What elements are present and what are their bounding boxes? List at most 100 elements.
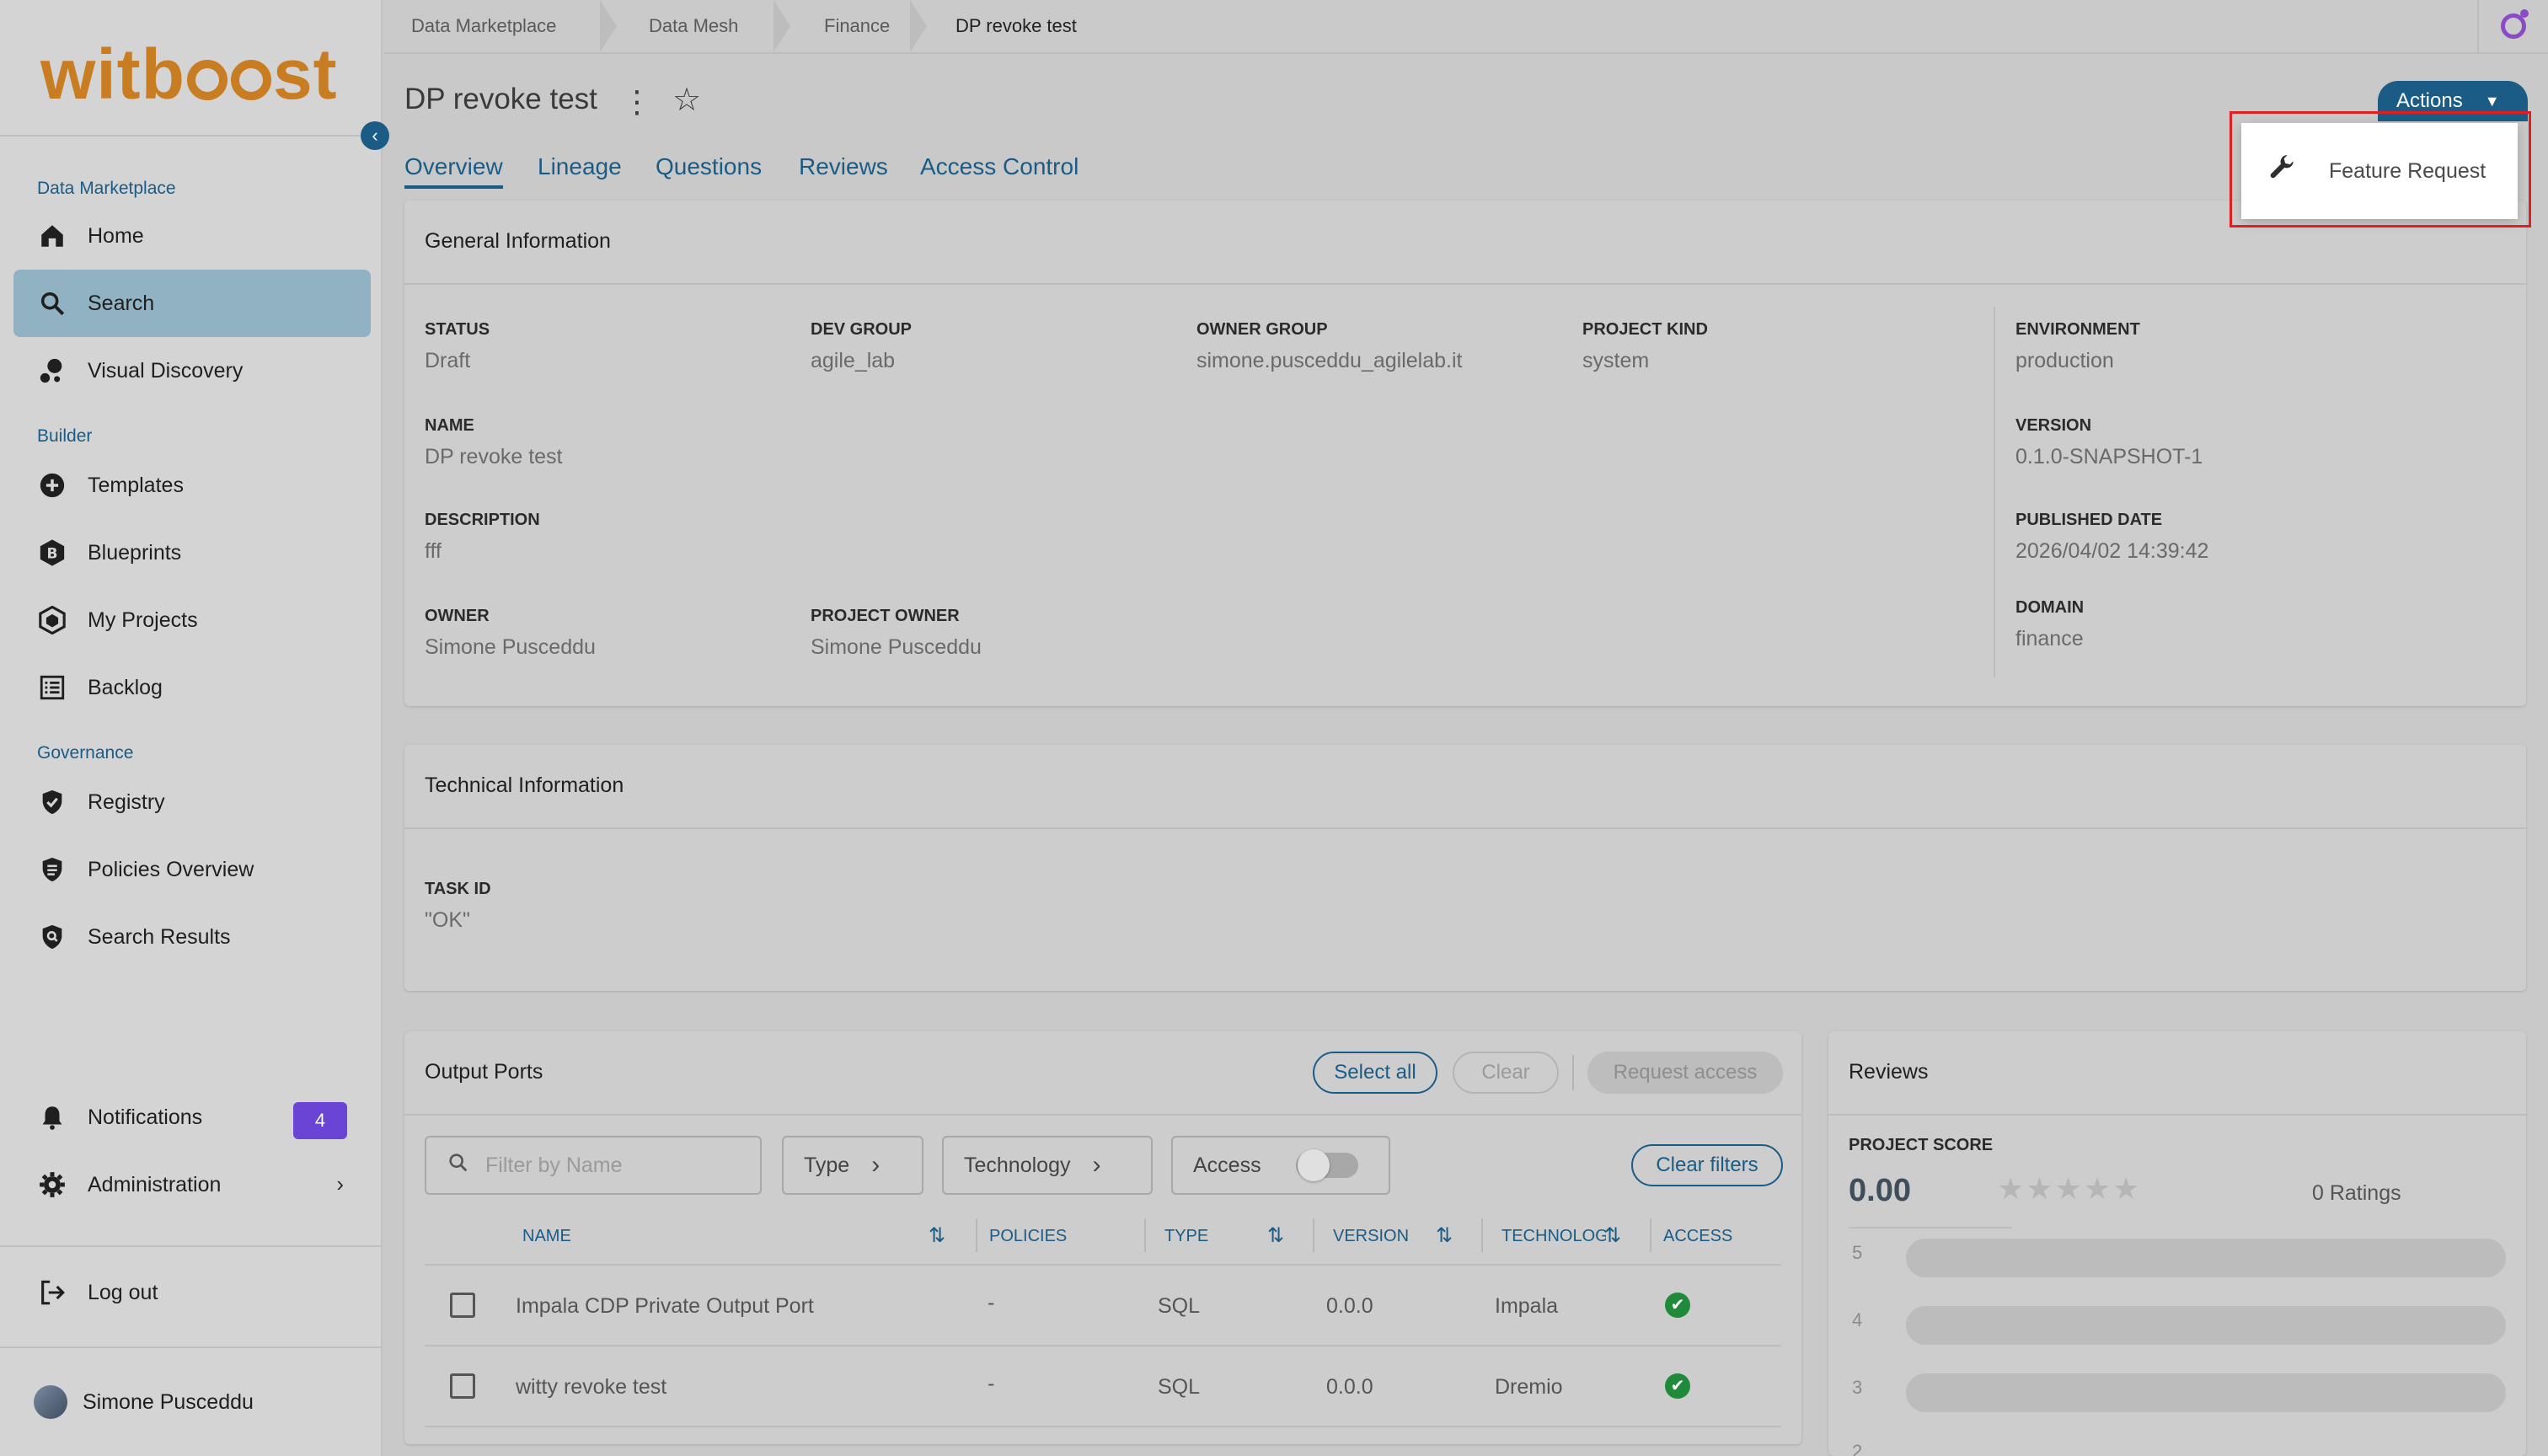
sidebar-item-label: Visual Discovery <box>88 358 244 383</box>
breadcrumb-item[interactable]: Finance <box>824 15 891 36</box>
sidebar-item-templates[interactable]: Templates <box>13 452 371 519</box>
sidebar-item-my-projects[interactable]: My Projects <box>13 586 371 654</box>
select-all-button[interactable]: Select all <box>1313 1052 1437 1094</box>
technical-information-card: Technical Information TASK ID "OK" <box>404 745 2526 991</box>
page-title: DP revoke test <box>404 83 597 115</box>
shield-check-icon <box>37 787 67 817</box>
column-header-name[interactable]: NAME <box>522 1227 571 1245</box>
sidebar-item-visual-discovery[interactable]: Visual Discovery <box>13 337 371 404</box>
tab-lineage[interactable]: Lineage <box>538 153 622 179</box>
sort-icon[interactable]: ⇅ <box>929 1224 946 1247</box>
feature-request-menu-item[interactable]: Feature Request <box>2329 158 2486 183</box>
row-checkbox[interactable] <box>450 1373 475 1399</box>
tab-access-control[interactable]: Access Control <box>920 153 1079 179</box>
owner-value: Simone Pusceddu <box>425 635 596 659</box>
more-options-icon[interactable]: ⋮ <box>622 84 652 119</box>
clear-filters-button[interactable]: Clear filters <box>1631 1144 1783 1186</box>
sidebar-item-registry[interactable]: Registry <box>13 768 371 836</box>
notification-count-badge: 4 <box>293 1102 347 1139</box>
port-version: 0.0.0 <box>1326 1375 1373 1399</box>
rating-level: 2 <box>1852 1441 1863 1456</box>
tab-questions[interactable]: Questions <box>656 153 763 179</box>
filter-by-name-input[interactable]: Filter by Name <box>425 1136 762 1195</box>
technology-filter-button[interactable]: Technology › <box>942 1136 1153 1195</box>
port-type: SQL <box>1158 1294 1201 1318</box>
search-icon <box>447 1151 470 1180</box>
ratings-count: 0 Ratings <box>2312 1181 2401 1205</box>
sidebar-item-administration[interactable]: Administration › <box>13 1151 371 1218</box>
sidebar-item-search[interactable]: Search <box>13 270 371 337</box>
sidebar-item-label: Search <box>88 291 155 315</box>
gear-icon <box>37 1170 67 1200</box>
rating-stars: ★★★★★ <box>1997 1171 2142 1206</box>
card-title: Technical Information <box>425 774 624 797</box>
sidebar-item-label: Administration <box>88 1172 222 1196</box>
bell-icon <box>37 1102 67 1132</box>
actions-button[interactable]: Actions ▼ <box>2378 81 2528 121</box>
favorite-star-icon[interactable]: ☆ <box>672 83 702 118</box>
filter-placeholder: Filter by Name <box>485 1153 623 1177</box>
tab-overview[interactable]: Overview <box>404 153 503 189</box>
blueprint-icon: B <box>37 538 67 568</box>
sort-icon[interactable]: ⇅ <box>1267 1224 1285 1247</box>
sidebar-user[interactable]: Simone Pusceddu <box>13 1368 371 1436</box>
breadcrumb-item[interactable]: Data Marketplace <box>411 15 557 36</box>
row-checkbox[interactable] <box>450 1293 475 1318</box>
card-divider <box>404 827 2526 829</box>
bubbles-icon <box>37 356 67 386</box>
clear-button[interactable]: Clear <box>1453 1052 1559 1094</box>
collapse-sidebar-button[interactable]: ‹ <box>361 121 389 150</box>
port-policies: - <box>988 1372 995 1395</box>
sidebar-item-policies-overview[interactable]: Policies Overview <box>13 836 371 903</box>
domain-value[interactable]: finance <box>2015 627 2084 650</box>
sidebar-item-home[interactable]: Home <box>13 202 371 270</box>
tab-reviews[interactable]: Reviews <box>799 153 888 179</box>
column-header-version[interactable]: VERSION <box>1333 1227 1410 1245</box>
svg-text:B: B <box>47 545 58 562</box>
task-id-value: "OK" <box>425 908 470 932</box>
sidebar-item-blueprints[interactable]: B Blueprints <box>13 519 371 586</box>
column-separator <box>976 1218 977 1252</box>
actions-label: Actions <box>2396 89 2463 112</box>
sort-icon[interactable]: ⇅ <box>1604 1224 1622 1247</box>
owner-group-value: simone.pusceddu_agilelab.it <box>1196 349 1463 372</box>
sidebar-item-logout[interactable]: Log out <box>13 1259 371 1326</box>
port-name[interactable]: witty revoke test <box>516 1375 667 1399</box>
request-access-button[interactable]: Request access <box>1587 1052 1783 1094</box>
sidebar-item-notifications[interactable]: Notifications 4 <box>13 1084 371 1151</box>
chevron-right-icon: › <box>871 1151 881 1179</box>
column-header-type[interactable]: TYPE <box>1164 1227 1209 1245</box>
technology-filter-label: Technology <box>964 1153 1071 1177</box>
sidebar-item-backlog[interactable]: Backlog <box>13 654 371 721</box>
sidebar-item-label: Registry <box>88 790 165 814</box>
port-technology: Impala <box>1495 1294 1559 1318</box>
dev-group-label: DEV GROUP <box>811 320 913 339</box>
assistant-icon[interactable] <box>2477 0 2548 52</box>
sidebar-item-label: Blueprints <box>88 540 182 565</box>
sidebar-item-search-results[interactable]: Search Results <box>13 903 371 971</box>
card-title: Reviews <box>1849 1060 1929 1084</box>
card-title: Output Ports <box>425 1060 543 1084</box>
status-value: Draft <box>425 349 471 372</box>
breadcrumb-item[interactable]: Data Mesh <box>649 15 739 36</box>
rating-bar <box>1906 1239 2506 1277</box>
sort-icon[interactable]: ⇅ <box>1436 1224 1453 1247</box>
card-divider <box>404 283 2526 285</box>
port-version: 0.0.0 <box>1326 1294 1373 1318</box>
chevron-right-icon: › <box>1092 1151 1101 1179</box>
witboost-logo[interactable]: witb st <box>40 35 338 114</box>
project-owner-value: Simone Pusceddu <box>811 635 982 659</box>
wrench-icon <box>2268 153 2297 190</box>
column-divider <box>1994 307 1995 677</box>
access-toggle[interactable] <box>1296 1149 1358 1181</box>
sidebar-section-governance: Governance <box>37 743 134 763</box>
search-icon <box>37 288 67 318</box>
domain-label: DOMAIN <box>2015 598 2085 617</box>
column-header-technology[interactable]: TECHNOLOG <box>1502 1227 1606 1245</box>
port-name[interactable]: Impala CDP Private Output Port <box>516 1294 814 1318</box>
chevron-right-icon: › <box>336 1171 344 1196</box>
list-icon <box>37 672 67 703</box>
type-filter-button[interactable]: Type › <box>782 1136 923 1195</box>
actions-menu: Feature Request <box>2241 123 2518 219</box>
type-filter-label: Type <box>804 1153 850 1177</box>
